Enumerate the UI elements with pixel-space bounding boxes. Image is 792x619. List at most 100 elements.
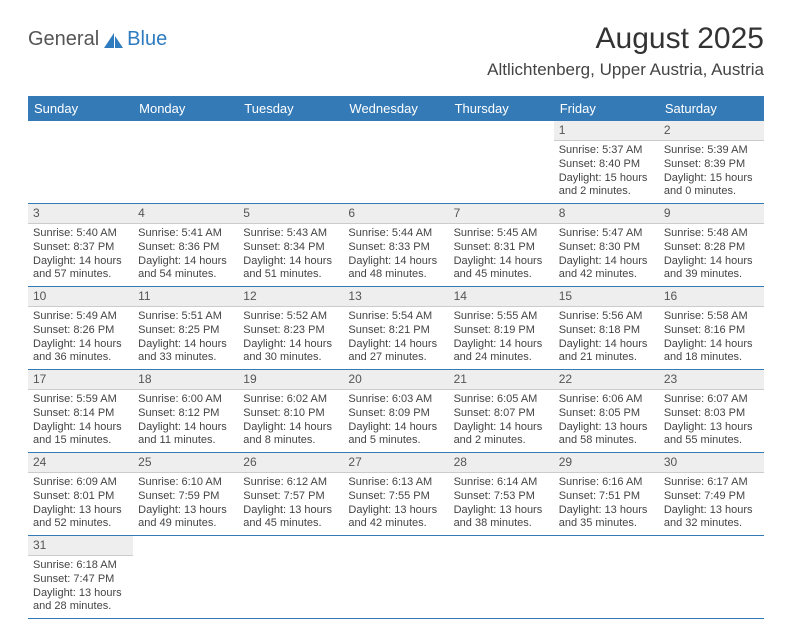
- day-number: 9: [659, 204, 764, 224]
- day-number: 3: [28, 204, 133, 224]
- sunset-text: Sunset: 8:33 PM: [348, 241, 443, 255]
- daylight-text: Daylight: 14 hours and 54 minutes.: [138, 255, 233, 283]
- daylight-text: Daylight: 15 hours and 0 minutes.: [664, 172, 759, 200]
- day-cell: 24Sunrise: 6:09 AMSunset: 8:01 PMDayligh…: [28, 453, 133, 535]
- daylight-text: Daylight: 14 hours and 24 minutes.: [454, 338, 549, 366]
- location-text: Altlichtenberg, Upper Austria, Austria: [487, 60, 764, 80]
- sunrise-text: Sunrise: 5:54 AM: [348, 310, 443, 324]
- sunrise-text: Sunrise: 5:40 AM: [33, 227, 128, 241]
- sunset-text: Sunset: 8:07 PM: [454, 407, 549, 421]
- day-number: 14: [449, 287, 554, 307]
- sunset-text: Sunset: 8:37 PM: [33, 241, 128, 255]
- sunrise-text: Sunrise: 6:00 AM: [138, 393, 233, 407]
- logo-text-blue: Blue: [127, 28, 167, 51]
- day-number: 5: [238, 204, 343, 224]
- sunrise-text: Sunrise: 5:45 AM: [454, 227, 549, 241]
- sail-icon: [103, 31, 125, 49]
- day-cell: [343, 121, 448, 203]
- sunset-text: Sunset: 7:57 PM: [243, 490, 338, 504]
- sunset-text: Sunset: 8:05 PM: [559, 407, 654, 421]
- sunset-text: Sunset: 7:53 PM: [454, 490, 549, 504]
- day-number: 15: [554, 287, 659, 307]
- day-cell: 17Sunrise: 5:59 AMSunset: 8:14 PMDayligh…: [28, 370, 133, 452]
- daylight-text: Daylight: 13 hours and 55 minutes.: [664, 421, 759, 449]
- day-cell: [449, 536, 554, 618]
- day-number: 21: [449, 370, 554, 390]
- sunrise-text: Sunrise: 6:09 AM: [33, 476, 128, 490]
- day-number: 19: [238, 370, 343, 390]
- sunset-text: Sunset: 8:31 PM: [454, 241, 549, 255]
- sunrise-text: Sunrise: 5:55 AM: [454, 310, 549, 324]
- day-number: [343, 121, 448, 125]
- daylight-text: Daylight: 14 hours and 8 minutes.: [243, 421, 338, 449]
- sunrise-text: Sunrise: 6:07 AM: [664, 393, 759, 407]
- day-header-wednesday: Wednesday: [343, 96, 448, 121]
- sunset-text: Sunset: 8:18 PM: [559, 324, 654, 338]
- day-number: 7: [449, 204, 554, 224]
- daylight-text: Daylight: 14 hours and 51 minutes.: [243, 255, 338, 283]
- day-number: 28: [449, 453, 554, 473]
- day-number: 11: [133, 287, 238, 307]
- sunset-text: Sunset: 7:49 PM: [664, 490, 759, 504]
- day-cell: 1Sunrise: 5:37 AMSunset: 8:40 PMDaylight…: [554, 121, 659, 203]
- sunrise-text: Sunrise: 6:18 AM: [33, 559, 128, 573]
- day-cell: 19Sunrise: 6:02 AMSunset: 8:10 PMDayligh…: [238, 370, 343, 452]
- day-cell: 23Sunrise: 6:07 AMSunset: 8:03 PMDayligh…: [659, 370, 764, 452]
- sunset-text: Sunset: 8:14 PM: [33, 407, 128, 421]
- sunset-text: Sunset: 8:23 PM: [243, 324, 338, 338]
- day-number: [343, 536, 448, 540]
- day-number: [238, 121, 343, 125]
- day-number: 13: [343, 287, 448, 307]
- day-number: 18: [133, 370, 238, 390]
- sunrise-text: Sunrise: 5:39 AM: [664, 144, 759, 158]
- day-number: [449, 536, 554, 540]
- day-cell: 30Sunrise: 6:17 AMSunset: 7:49 PMDayligh…: [659, 453, 764, 535]
- sunrise-text: Sunrise: 6:10 AM: [138, 476, 233, 490]
- daylight-text: Daylight: 13 hours and 42 minutes.: [348, 504, 443, 532]
- day-cell: 10Sunrise: 5:49 AMSunset: 8:26 PMDayligh…: [28, 287, 133, 369]
- sunrise-text: Sunrise: 5:49 AM: [33, 310, 128, 324]
- sunrise-text: Sunrise: 6:06 AM: [559, 393, 654, 407]
- daylight-text: Daylight: 14 hours and 2 minutes.: [454, 421, 549, 449]
- sunrise-text: Sunrise: 5:56 AM: [559, 310, 654, 324]
- sunrise-text: Sunrise: 6:12 AM: [243, 476, 338, 490]
- title-block: August 2025 Altlichtenberg, Upper Austri…: [487, 22, 764, 80]
- daylight-text: Daylight: 15 hours and 2 minutes.: [559, 172, 654, 200]
- day-cell: [238, 536, 343, 618]
- day-number: 12: [238, 287, 343, 307]
- day-number: 4: [133, 204, 238, 224]
- day-cell: 25Sunrise: 6:10 AMSunset: 7:59 PMDayligh…: [133, 453, 238, 535]
- logo-text-general: General: [28, 28, 99, 51]
- day-cell: 22 Sunrise: 6:06 AMSunset: 8:05 PMDayligh…: [554, 370, 659, 452]
- sunset-text: Sunset: 8:19 PM: [454, 324, 549, 338]
- day-cell: [659, 536, 764, 618]
- sunrise-text: Sunrise: 5:37 AM: [559, 144, 654, 158]
- day-cell: 21Sunrise: 6:05 AMSunset: 8:07 PMDayligh…: [449, 370, 554, 452]
- day-number: [659, 536, 764, 540]
- daylight-text: Daylight: 13 hours and 49 minutes.: [138, 504, 233, 532]
- day-cell: 27Sunrise: 6:13 AMSunset: 7:55 PMDayligh…: [343, 453, 448, 535]
- day-cell: 6Sunrise: 5:44 AMSunset: 8:33 PMDaylight…: [343, 204, 448, 286]
- sunset-text: Sunset: 8:34 PM: [243, 241, 338, 255]
- daylight-text: Daylight: 14 hours and 21 minutes.: [559, 338, 654, 366]
- day-number: 31: [28, 536, 133, 556]
- day-cell: 14 Sunrise: 5:55 AMSunset: 8:19 PMDayligh…: [449, 287, 554, 369]
- daylight-text: Daylight: 14 hours and 5 minutes.: [348, 421, 443, 449]
- day-number: 22: [554, 370, 659, 390]
- week-row: 3 Sunrise: 5:40 AMSunset: 8:37 PM Daylight…: [28, 204, 764, 287]
- daylight-text: Daylight: 13 hours and 35 minutes.: [559, 504, 654, 532]
- day-cell: 12Sunrise: 5:52 AMSunset: 8:23 PMDayligh…: [238, 287, 343, 369]
- sunset-text: Sunset: 8:12 PM: [138, 407, 233, 421]
- day-number: 2: [659, 121, 764, 141]
- day-cell: [238, 121, 343, 203]
- daylight-text: Daylight: 13 hours and 58 minutes.: [559, 421, 654, 449]
- day-number: [133, 121, 238, 125]
- day-number: 25: [133, 453, 238, 473]
- page-header: General Blue August 2025 Altlichtenberg,…: [0, 0, 792, 88]
- day-number: [238, 536, 343, 540]
- sunset-text: Sunset: 8:16 PM: [664, 324, 759, 338]
- logo: General Blue: [28, 28, 167, 51]
- day-header-tuesday: Tuesday: [238, 96, 343, 121]
- day-number: [133, 536, 238, 540]
- day-number: 26: [238, 453, 343, 473]
